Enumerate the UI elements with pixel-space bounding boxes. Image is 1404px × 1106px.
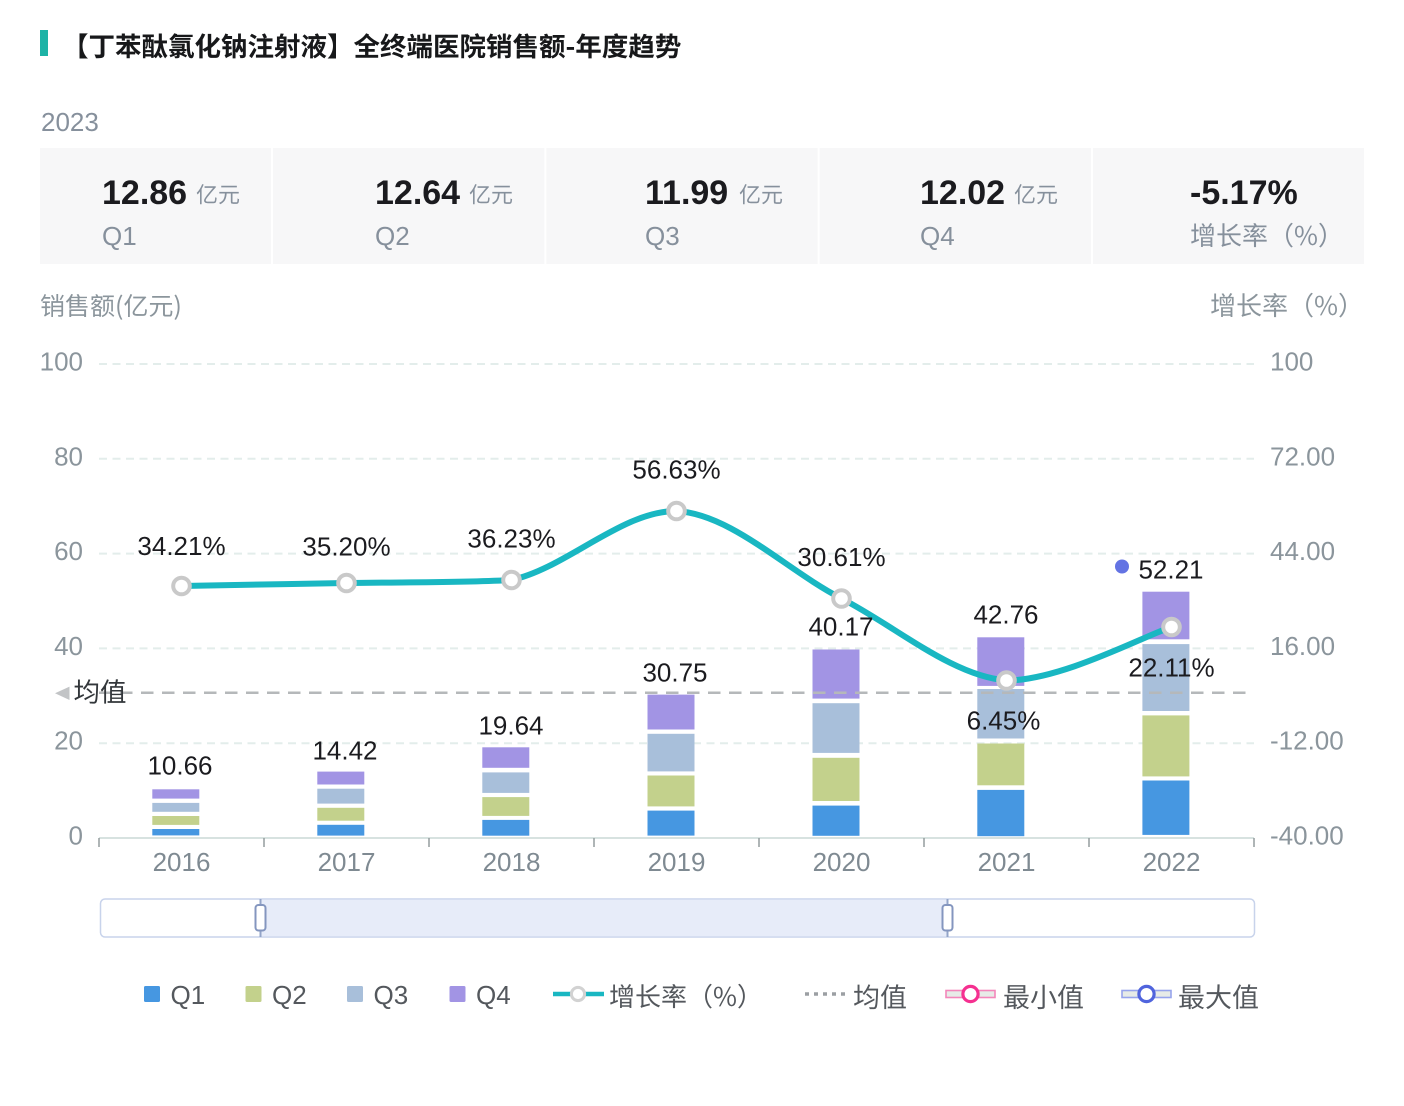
svg-text:2022: 2022 [1143,847,1201,877]
svg-text:2020: 2020 [813,847,871,877]
svg-text:12.86: 12.86 [102,174,187,212]
svg-text:11.99: 11.99 [645,174,728,212]
svg-text:34.21%: 34.21% [137,531,225,561]
svg-text:2016: 2016 [153,847,211,877]
svg-text:20: 20 [54,726,83,756]
svg-text:Q3: Q3 [645,221,680,251]
svg-text:Q2: Q2 [272,980,307,1010]
svg-text:100: 100 [1270,347,1313,377]
svg-text:40: 40 [54,631,83,661]
svg-text:72.00: 72.00 [1270,441,1335,471]
svg-text:35.20%: 35.20% [302,532,390,562]
svg-text:6.45%: 6.45% [967,706,1041,736]
svg-text:2023: 2023 [41,107,99,137]
svg-text:Q1: Q1 [171,980,206,1010]
svg-text:2019: 2019 [648,847,706,877]
svg-text:80: 80 [54,441,83,471]
svg-text:-12.00: -12.00 [1270,726,1344,756]
svg-text:2018: 2018 [483,847,541,877]
svg-text:60: 60 [54,536,83,566]
svg-text:Q4: Q4 [920,221,955,251]
svg-text:100: 100 [40,347,83,377]
svg-text:19.64: 19.64 [478,711,543,741]
svg-text:2017: 2017 [318,847,376,877]
svg-text:Q4: Q4 [476,980,511,1010]
svg-text:22.11%: 22.11% [1128,653,1214,683]
svg-text:42.76: 42.76 [973,600,1038,630]
svg-text:-40.00: -40.00 [1270,821,1344,851]
svg-text:12.02: 12.02 [920,174,1005,212]
svg-text:0: 0 [69,821,83,851]
svg-text:Q2: Q2 [375,221,410,251]
svg-text:12.64: 12.64 [375,174,460,212]
svg-text:14.42: 14.42 [312,736,377,766]
svg-text:30.61%: 30.61% [797,542,885,572]
svg-text:40.17: 40.17 [808,612,873,642]
svg-text:-5.17%: -5.17% [1190,174,1298,212]
svg-text:Q1: Q1 [102,221,137,251]
svg-text:52.21: 52.21 [1138,555,1203,585]
svg-text:36.23%: 36.23% [467,524,555,554]
svg-text:10.66: 10.66 [147,751,212,781]
svg-text:Q3: Q3 [374,980,409,1010]
svg-text:2021: 2021 [978,847,1036,877]
svg-text:30.75: 30.75 [642,658,707,688]
svg-text:16.00: 16.00 [1270,631,1335,661]
svg-text:56.63%: 56.63% [632,455,720,485]
svg-text:44.00: 44.00 [1270,536,1335,566]
